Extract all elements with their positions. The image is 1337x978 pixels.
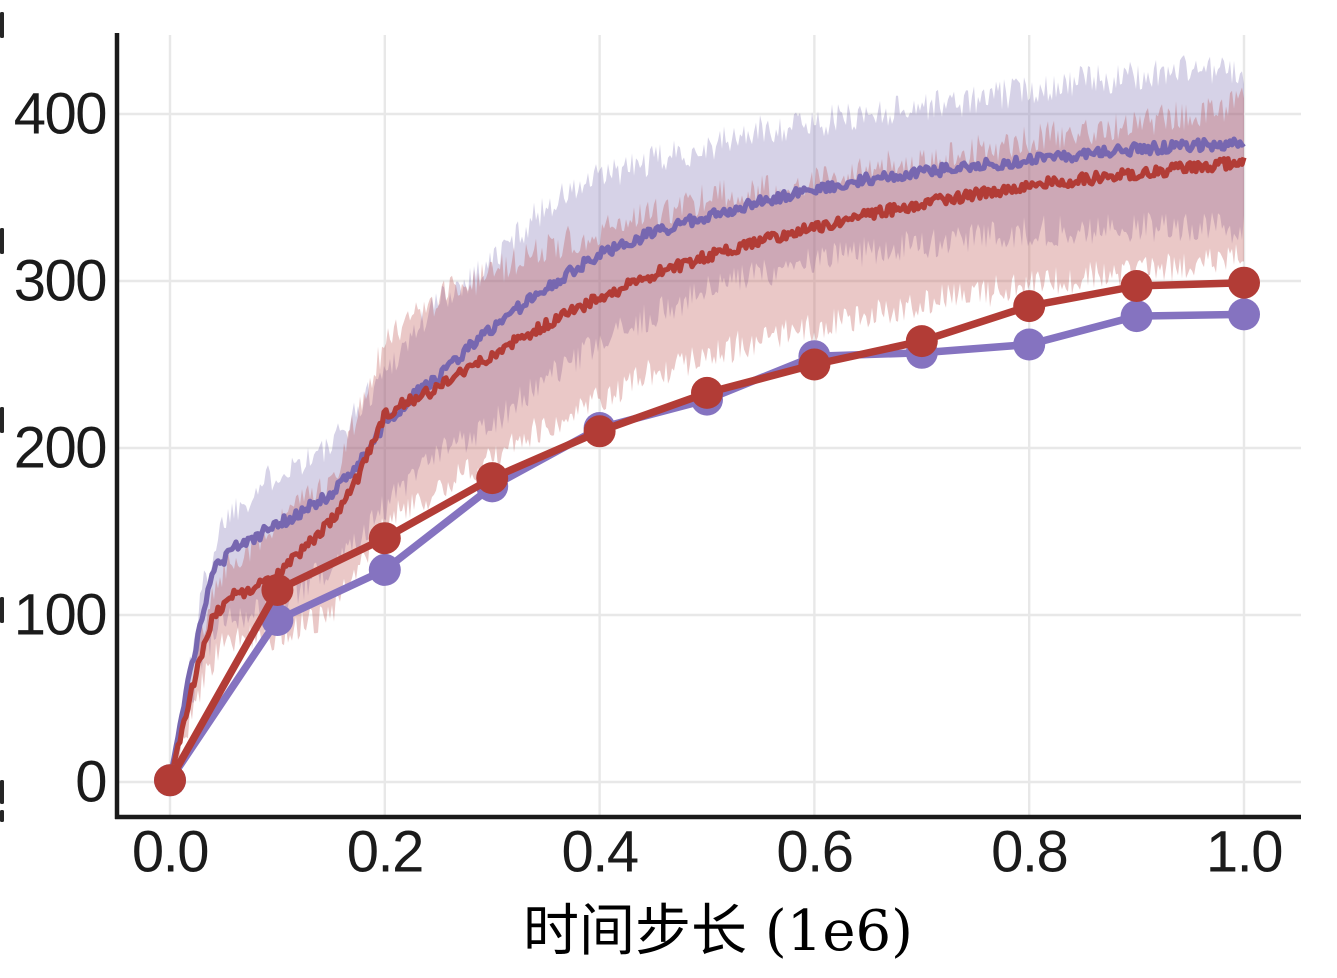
red-marker-curve-point	[583, 415, 616, 448]
y-tick-label: 0	[75, 750, 106, 815]
red-marker-curve-point	[368, 522, 401, 555]
x-tick-label: 0.4	[562, 820, 638, 885]
purple-marker-curve-point	[261, 604, 294, 636]
series-layer	[167, 55, 1247, 780]
red-marker-curve-point	[1120, 270, 1153, 302]
y-axis-label-fragment	[0, 780, 4, 804]
red-marker-curve-point	[1013, 290, 1046, 323]
cropped-ylabel-fragments	[0, 12, 4, 822]
x-tick-label: 0.8	[991, 820, 1067, 885]
red-shaded-curve-mean-line	[167, 156, 1247, 780]
x-axis-label: 时间步长 (1e6)	[523, 899, 913, 964]
purple-marker-curve-point	[1013, 328, 1046, 361]
y-tick-label: 300	[14, 249, 106, 314]
tick-labels: 0.0 0.2 0.4 0.6 0.8 1.0 0 100 200 300 400	[14, 82, 1284, 885]
red-marker-curve-point	[691, 376, 723, 409]
x-tick-label: 0.6	[776, 820, 852, 885]
purple-marker-curve-point	[1120, 300, 1153, 333]
y-axis-label-fragment	[0, 228, 4, 254]
red-marker-curve-point	[261, 574, 294, 606]
y-tick-label: 200	[14, 416, 106, 481]
x-tick-label: 1.0	[1206, 820, 1282, 885]
purple-marker-curve-point	[1228, 298, 1260, 331]
y-axis-label-fragment	[0, 12, 4, 38]
x-tick-label: 0.0	[132, 820, 208, 885]
red-marker-curve-point	[1228, 266, 1260, 299]
axis-spines	[114, 33, 1301, 820]
marker-layer	[154, 266, 1260, 797]
red-marker-curve-point	[905, 325, 938, 358]
purple-shaded-curve-mean-line	[167, 136, 1246, 780]
red-marker-curve-point	[154, 764, 186, 797]
y-tick-label: 100	[14, 583, 106, 648]
x-tick-label: 0.2	[347, 820, 423, 885]
y-axis-label-fragment	[0, 810, 4, 822]
y-axis-label-fragment	[0, 407, 4, 433]
red-marker-curve-point	[798, 348, 831, 381]
red-marker-curve-point	[476, 462, 509, 495]
purple-marker-curve-point	[368, 553, 401, 586]
red-shaded-curve-band	[170, 87, 1244, 779]
y-tick-label: 400	[14, 82, 106, 147]
y-axis-label-fragment	[0, 597, 4, 623]
